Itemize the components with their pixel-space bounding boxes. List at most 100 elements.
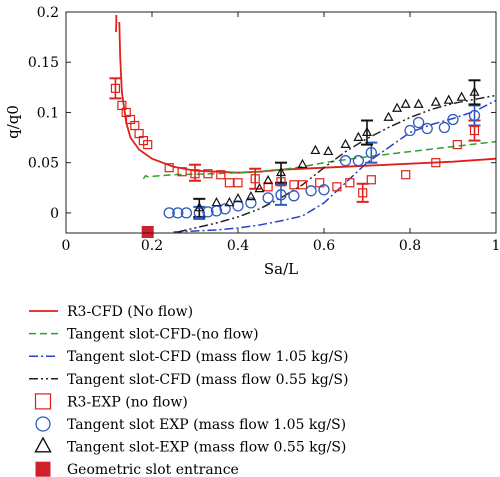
data-point [345, 178, 355, 188]
x-tick-label: 0 [62, 238, 71, 254]
data-point [177, 167, 187, 177]
x-axis-label: Sa/L [264, 260, 298, 278]
legend-entry: Tangent slot-CFD-(no flow) [29, 327, 259, 343]
data-point [143, 140, 153, 150]
data-point [219, 203, 231, 215]
experimental-markers [110, 83, 481, 238]
data-point [400, 98, 411, 108]
data-point [413, 98, 424, 108]
y-tick-label: 0.1 [37, 105, 59, 121]
data-point [216, 170, 226, 180]
data-point [275, 189, 287, 201]
data-point [431, 158, 441, 168]
series-line [142, 140, 496, 180]
data-point [245, 197, 257, 209]
data-point [163, 207, 175, 219]
data-point [172, 207, 184, 219]
data-point [310, 144, 321, 155]
error-bar [468, 104, 481, 127]
cfd-lines [115, 15, 496, 233]
series-line [118, 21, 496, 174]
data-point [452, 140, 462, 150]
legend-entry: R3-EXP (no flow) [34, 393, 188, 410]
data-point [447, 113, 459, 126]
x-tick-label: 1 [492, 238, 500, 254]
y-tick-label: 0.05 [28, 156, 59, 172]
data-point [456, 91, 467, 101]
data-point [262, 192, 274, 204]
data-point [468, 109, 481, 122]
y-tick-label: 0.15 [28, 55, 59, 71]
error-bar [365, 141, 378, 164]
legend-marker-swatch [34, 393, 52, 410]
data-point [194, 202, 205, 212]
legend-marker-swatch [35, 461, 51, 477]
x-tick-label: 0.6 [313, 238, 335, 254]
data-point [412, 116, 425, 129]
plot-frame [65, 11, 497, 234]
data-point [305, 185, 317, 197]
x-tick-label: 0.2 [141, 238, 163, 254]
data-point [224, 178, 234, 188]
data-point [164, 163, 174, 173]
error-bar [249, 167, 262, 190]
data-point [421, 122, 433, 135]
data-point [141, 225, 154, 238]
error-bar [361, 119, 373, 146]
y-axis-label: q/q0 [4, 105, 22, 139]
data-point [232, 200, 244, 212]
y-tick-label: 0.2 [37, 5, 59, 21]
data-point [250, 174, 260, 184]
data-point [340, 138, 351, 148]
data-point [193, 207, 205, 219]
legend-marker-swatch [34, 436, 52, 453]
legend-entry: Tangent slot-CFD (mass flow 1.05 kg/S) [29, 349, 348, 365]
legend-label: R3-EXP (no flow) [67, 394, 188, 410]
legend-entry: Tangent slot-CFD (mass flow 0.55 kg/S) [29, 372, 348, 388]
series-line [177, 94, 496, 233]
axis-ticks: 0 0.2 0.4 0.6 0.8 1 0 0.05 0.1 0.15 0.2 [28, 5, 500, 254]
data-point [430, 96, 441, 106]
data-point [323, 145, 334, 156]
x-tick-label: 0.8 [399, 238, 421, 254]
data-point [288, 190, 300, 202]
legend-label: Tangent slot-EXP (mass flow 0.55 kg/S) [67, 440, 346, 456]
legend-entry: Geometric slot entrance [35, 461, 239, 477]
data-point [352, 155, 365, 167]
data-point [263, 182, 273, 192]
data-point [383, 111, 394, 121]
data-point [318, 184, 330, 196]
data-point [110, 83, 121, 93]
data-point [443, 94, 454, 104]
data-point [190, 169, 200, 179]
legend-entry: Tangent slot EXP (mass flow 1.05 kg/S) [35, 416, 346, 433]
data-point [297, 158, 308, 169]
data-point [224, 197, 235, 207]
legend-label: Tangent slot-CFD (mass flow 1.05 kg/S) [67, 349, 348, 365]
data-point [233, 178, 243, 188]
data-point [366, 175, 376, 185]
data-point [276, 177, 286, 187]
data-point [202, 206, 214, 218]
legend-label: Geometric slot entrance [67, 462, 239, 477]
data-point [365, 146, 377, 159]
legend-entry: Tangent slot-EXP (mass flow 0.55 kg/S) [34, 436, 346, 456]
error-bars [109, 77, 481, 220]
data-point [438, 121, 451, 134]
legend-label: Tangent slot-CFD (mass flow 0.55 kg/S) [67, 372, 348, 388]
data-point [353, 131, 364, 141]
legend: R3-CFD (No flow) Tangent slot-CFD-(no flo… [29, 304, 348, 477]
data-point [289, 180, 299, 190]
legend-label: Tangent slot EXP (mass flow 1.05 kg/S) [67, 417, 346, 433]
series-line [173, 99, 496, 233]
data-point [263, 174, 274, 185]
data-point [361, 126, 373, 136]
data-point [392, 102, 403, 112]
data-point [275, 166, 287, 177]
error-bar [109, 77, 122, 100]
data-point [469, 125, 480, 136]
data-point [339, 155, 352, 167]
data-point [401, 170, 411, 180]
y-tick-label: 0 [50, 206, 59, 222]
